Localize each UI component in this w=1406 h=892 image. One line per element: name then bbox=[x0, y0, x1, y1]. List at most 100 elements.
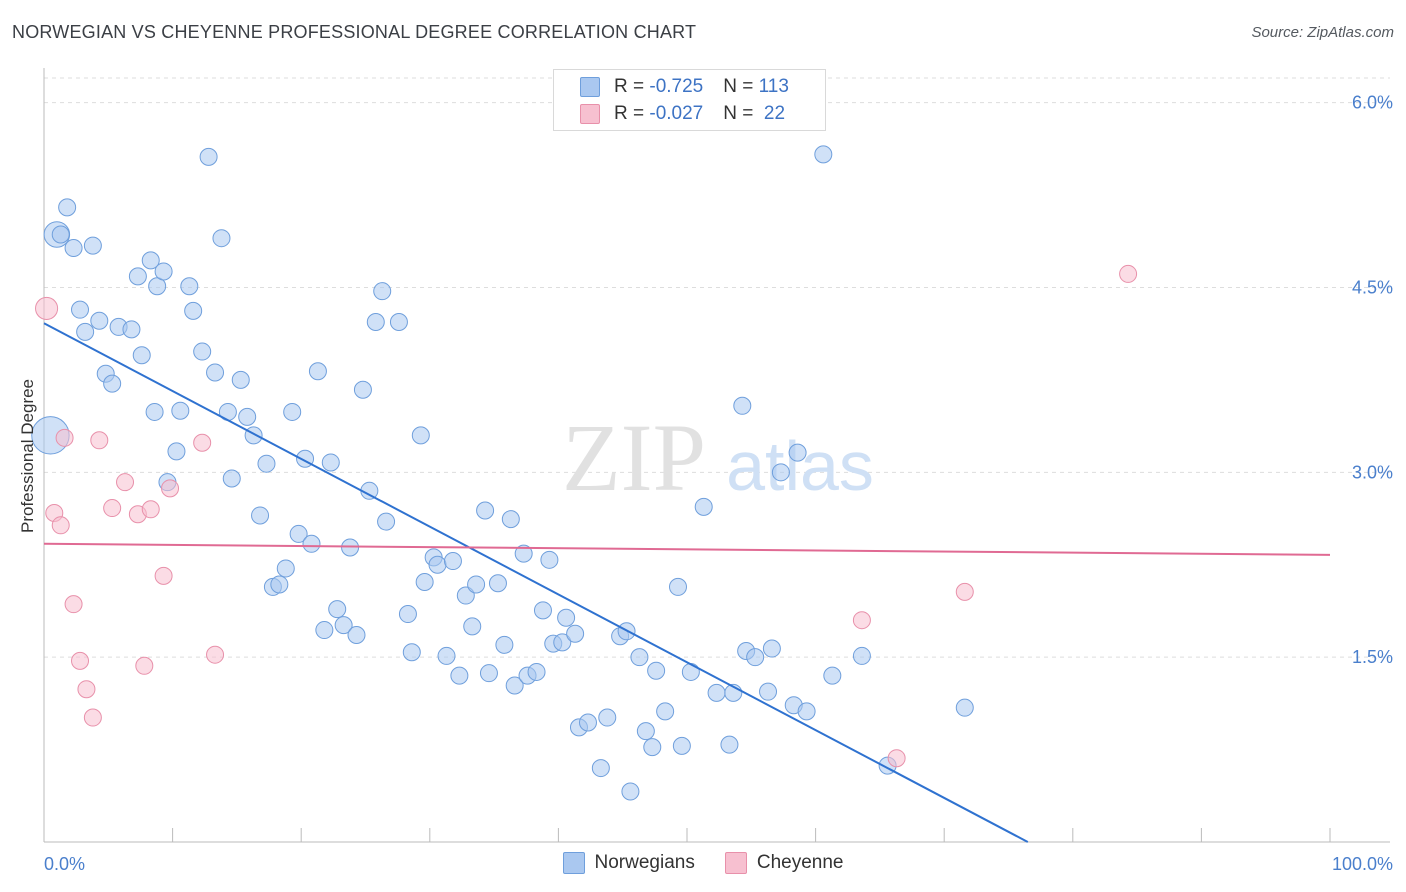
norwegians-point bbox=[328, 600, 347, 619]
legend-label: Norwegians bbox=[594, 852, 695, 873]
norwegians-point bbox=[308, 362, 327, 381]
norwegians-point bbox=[456, 586, 475, 605]
norwegians-point bbox=[199, 147, 218, 166]
norwegians-point bbox=[656, 702, 675, 721]
norwegians-point bbox=[450, 666, 469, 685]
r-value: -0.027 bbox=[649, 103, 704, 124]
norwegians-point bbox=[630, 648, 649, 667]
norwegians-point bbox=[184, 301, 203, 320]
cheyenne-point bbox=[90, 431, 109, 450]
norwegians-point bbox=[797, 702, 816, 721]
legend-row-cheyenne: R = -0.027 N = 22 bbox=[580, 102, 785, 126]
cheyenne-point bbox=[1119, 264, 1138, 283]
norwegians-point bbox=[762, 639, 781, 658]
norwegians-point bbox=[58, 198, 77, 217]
norwegians-point bbox=[643, 738, 662, 757]
norwegians-point bbox=[377, 512, 396, 531]
series-legend: Norwegians Cheyenne bbox=[0, 852, 1406, 874]
norwegians-point bbox=[90, 311, 109, 330]
norwegians-point bbox=[353, 380, 372, 399]
norwegians-point bbox=[180, 277, 199, 296]
norwegians-point bbox=[231, 370, 250, 389]
cheyenne-point bbox=[51, 516, 70, 535]
tick-labels: 1.5% 3.0% 4.5% 6.0% 0.0% 100.0% bbox=[44, 93, 1393, 874]
norwegians-point bbox=[428, 555, 447, 574]
axes bbox=[43, 68, 1390, 843]
norwegians-point bbox=[302, 534, 321, 553]
cheyenne-point bbox=[852, 611, 871, 630]
correlation-legend: R = -0.725 N = 113 R = -0.027 N = 22 bbox=[553, 69, 826, 131]
watermark-zip: ZIP bbox=[562, 404, 706, 511]
norwegians-point bbox=[479, 664, 498, 683]
norwegians-point bbox=[553, 633, 572, 652]
norwegians-point bbox=[71, 300, 90, 319]
trend-lines bbox=[43, 322, 1331, 843]
norwegians-point bbox=[244, 426, 263, 445]
norwegians-point bbox=[341, 538, 360, 557]
y-tick-label: 4.5% bbox=[1352, 277, 1393, 297]
norwegians-point bbox=[476, 501, 495, 520]
n-label: N = bbox=[723, 76, 759, 97]
watermark-atlas: atlas bbox=[726, 427, 874, 505]
y-tick-label: 1.5% bbox=[1352, 647, 1393, 667]
norwegians-point bbox=[621, 782, 640, 801]
cheyenne-point bbox=[206, 645, 225, 664]
chart-title: NORWEGIAN VS CHEYENNE PROFESSIONAL DEGRE… bbox=[12, 22, 697, 42]
norwegians-point bbox=[578, 713, 597, 732]
norwegians-point bbox=[103, 374, 122, 393]
norwegians-point bbox=[495, 635, 514, 654]
norwegians-point bbox=[771, 463, 790, 482]
source-label: Source: ZipAtlas.com bbox=[1251, 24, 1394, 41]
norwegians-point bbox=[668, 577, 687, 596]
norwegians-point bbox=[527, 662, 546, 681]
norwegians-point bbox=[402, 643, 421, 662]
legend-row-norwegians: R = -0.725 N = 113 bbox=[580, 75, 789, 99]
norwegians-point bbox=[212, 229, 231, 248]
x-tick-label: 0.0% bbox=[44, 854, 85, 874]
norwegians-point bbox=[321, 453, 340, 472]
norwegians-point bbox=[411, 426, 430, 445]
cheyenne-point bbox=[135, 656, 154, 675]
cheyenne-point bbox=[77, 680, 96, 699]
norwegians-point bbox=[257, 454, 276, 473]
norwegians-point bbox=[501, 510, 520, 529]
norwegians-point bbox=[463, 617, 482, 636]
norwegians-point bbox=[636, 722, 655, 741]
r-label: R = bbox=[614, 103, 650, 124]
norwegians-point bbox=[566, 624, 585, 643]
norwegians-point bbox=[415, 572, 434, 591]
cheyenne-point bbox=[83, 708, 102, 727]
norwegians-point bbox=[591, 759, 610, 778]
norwegians-point bbox=[64, 239, 83, 258]
norwegians-point bbox=[366, 312, 385, 331]
norwegians-swatch bbox=[562, 852, 585, 874]
norwegians-point bbox=[557, 608, 576, 627]
norwegians-point bbox=[154, 262, 173, 281]
cheyenne-points bbox=[35, 264, 1138, 768]
r-value: -0.725 bbox=[649, 76, 704, 97]
norwegians-point bbox=[672, 736, 691, 755]
norwegians-point bbox=[733, 396, 752, 415]
r-label: R = bbox=[614, 76, 650, 97]
norwegians-point bbox=[122, 320, 141, 339]
cheyenne-point bbox=[193, 433, 212, 452]
y-tick-label: 6.0% bbox=[1352, 93, 1393, 113]
legend-label: Cheyenne bbox=[756, 852, 844, 873]
cheyenne-point bbox=[35, 296, 59, 320]
norwegians-point bbox=[398, 605, 417, 624]
norwegians-point bbox=[955, 698, 974, 717]
norwegians-point bbox=[347, 625, 366, 644]
norwegians-point bbox=[132, 346, 151, 365]
norwegians-point bbox=[315, 621, 334, 640]
cheyenne-point bbox=[116, 473, 135, 492]
norwegians-point bbox=[238, 407, 257, 426]
norwegians-point bbox=[707, 683, 726, 702]
norwegians-point bbox=[145, 402, 164, 421]
grid-lines bbox=[44, 77, 1390, 658]
norwegians-point bbox=[488, 574, 507, 593]
cheyenne-point bbox=[103, 499, 122, 518]
legend-item-norwegians: Norwegians bbox=[562, 852, 695, 874]
norwegians-point bbox=[373, 282, 392, 301]
norwegians-point bbox=[289, 524, 308, 543]
cheyenne-point bbox=[154, 566, 173, 585]
